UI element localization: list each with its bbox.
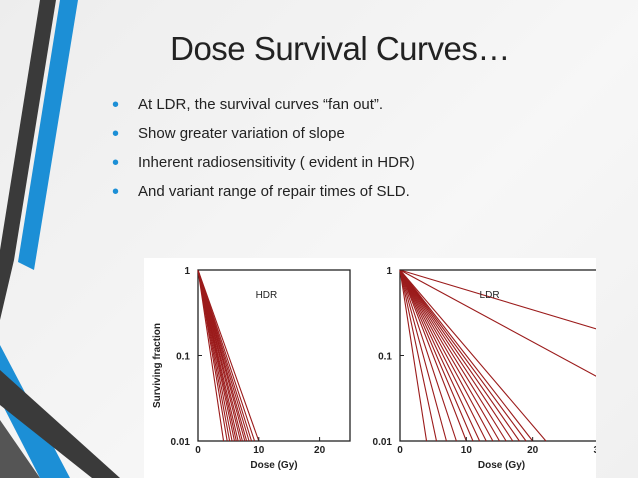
- x-tick-label: 0: [397, 445, 403, 456]
- y-tick-label: 0.1: [378, 352, 392, 363]
- survival-curve: [399, 269, 438, 442]
- decor-stripe-blue: [18, 0, 78, 270]
- bullet-text: And variant range of repair times of SLD…: [138, 183, 410, 200]
- y-tick-label: 0.01: [373, 437, 393, 448]
- y-tick-label: 0.1: [176, 352, 190, 363]
- survival-curve: [399, 269, 447, 442]
- survival-curve: [399, 269, 467, 442]
- bullet-text: At LDR, the survival curves “fan out”.: [138, 96, 384, 113]
- x-axis-label: Dose (Gy): [478, 460, 525, 471]
- decor-stripe-dark-bottom: [0, 370, 120, 478]
- bullet-text: Inherent radiosensitivity ( evident in H…: [138, 154, 415, 171]
- bullet-item: • And variant range of repair times of SL…: [112, 181, 415, 210]
- survival-curve: [399, 269, 527, 442]
- x-tick-label: 20: [314, 445, 326, 456]
- slide-title: Dose Survival Curves…: [170, 30, 510, 67]
- panel-label: HDR: [256, 290, 278, 301]
- survival-curve: [197, 269, 260, 442]
- survival-curve: [399, 269, 457, 442]
- survival-curve: [399, 269, 534, 442]
- x-tick-label: 0: [195, 445, 201, 456]
- x-tick-label: 20: [527, 445, 539, 456]
- bullet-icon: •: [112, 94, 120, 116]
- survival-curve-figure: 0 10 20 1 0.1 0.01 HDR Dose (Gy) Surviving fract…: [144, 258, 596, 478]
- y-axis-label: Surviving fraction: [152, 323, 163, 408]
- survival-curve: [399, 269, 474, 442]
- survival-curve: [399, 269, 520, 442]
- survival-curve: [399, 269, 481, 442]
- bullet-icon: •: [112, 181, 120, 203]
- survival-curve: [399, 269, 494, 442]
- bullet-text: Show greater variation of slope: [138, 125, 345, 142]
- survival-curve: [399, 269, 547, 442]
- y-tick-label: 0.01: [171, 437, 191, 448]
- survival-curve: [399, 269, 428, 442]
- bullet-icon: •: [112, 152, 120, 174]
- slide-decoration: [0, 0, 120, 478]
- x-axis-label: Dose (Gy): [250, 460, 297, 471]
- decor-stripe-dark: [0, 0, 56, 320]
- survival-curve: [197, 269, 225, 442]
- decor-corner: [0, 420, 40, 478]
- survival-curve: [399, 269, 487, 442]
- panel-label: LDR: [480, 290, 500, 301]
- bullet-icon: •: [112, 123, 120, 145]
- survival-curve: [197, 269, 256, 442]
- y-tick-label: 1: [386, 266, 392, 277]
- x-tick-label: 10: [253, 445, 265, 456]
- survival-curve: [399, 269, 596, 377]
- bullet-item: • Show greater variation of slope: [112, 123, 415, 152]
- bullet-list: • At LDR, the survival curves “fan out”. …: [112, 94, 415, 210]
- bullet-item: • Inherent radiosensitivity ( evident in …: [112, 152, 415, 181]
- y-tick-label: 1: [184, 266, 190, 277]
- survival-curve: [399, 269, 500, 442]
- bullet-item: • At LDR, the survival curves “fan out”.: [112, 94, 415, 123]
- x-tick-label: 10: [461, 445, 473, 456]
- survival-curve: [399, 269, 596, 330]
- survival-curve: [399, 269, 514, 442]
- survival-curve: [399, 269, 507, 442]
- x-tick-label: 30: [593, 445, 596, 456]
